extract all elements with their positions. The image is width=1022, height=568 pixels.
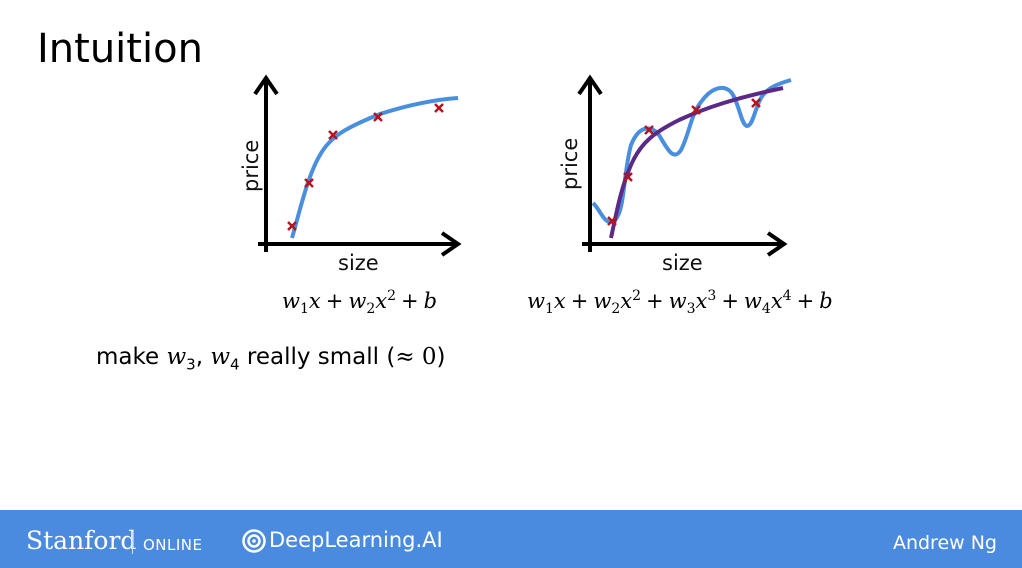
y-axis-arrow <box>253 74 279 96</box>
data-point <box>287 221 297 231</box>
slide-title: Intuition <box>37 26 203 72</box>
data-point <box>644 125 654 135</box>
y-axis-label: price <box>558 138 582 190</box>
data-point <box>328 130 338 140</box>
y-axis-arrow <box>577 74 603 96</box>
data-point <box>623 172 633 182</box>
overfit-curve <box>591 78 792 224</box>
right-plot: size price <box>558 74 792 275</box>
deeplearning-logo-text: DeepLearning.AI <box>269 528 443 552</box>
data-point <box>434 103 444 113</box>
data-point <box>373 112 383 122</box>
online-label: ONLINE <box>143 536 203 554</box>
left-plot: size price <box>239 74 462 275</box>
data-points <box>607 98 761 226</box>
deeplearning-logo-icon <box>242 529 266 553</box>
regularized-curve <box>609 86 784 239</box>
author-name: Andrew Ng <box>892 532 997 554</box>
data-point <box>691 105 701 115</box>
x-axis-label: size <box>338 251 379 275</box>
regularization-note: make w3, w4 really small (≈ 0) <box>96 344 446 374</box>
quadratic-formula: w1x + w2x2 + b <box>282 288 438 318</box>
quartic-formula: w1x + w2x2 + w3x3 + w4x4 + b <box>527 288 833 318</box>
footer-bar: Stanford ONLINE DeepLearning.AI Andrew N… <box>0 510 1022 568</box>
data-point <box>751 98 761 108</box>
y-axis-label: price <box>239 140 263 192</box>
x-axis-label: size <box>662 251 703 275</box>
data-point <box>304 178 314 188</box>
x-axis-arrow <box>766 231 788 257</box>
data-points <box>287 103 444 231</box>
stanford-logo: Stanford <box>26 526 137 555</box>
data-point <box>607 216 617 226</box>
quadratic-fit-curve <box>290 96 459 239</box>
logo-divider <box>132 532 133 554</box>
x-axis-arrow <box>440 231 462 257</box>
